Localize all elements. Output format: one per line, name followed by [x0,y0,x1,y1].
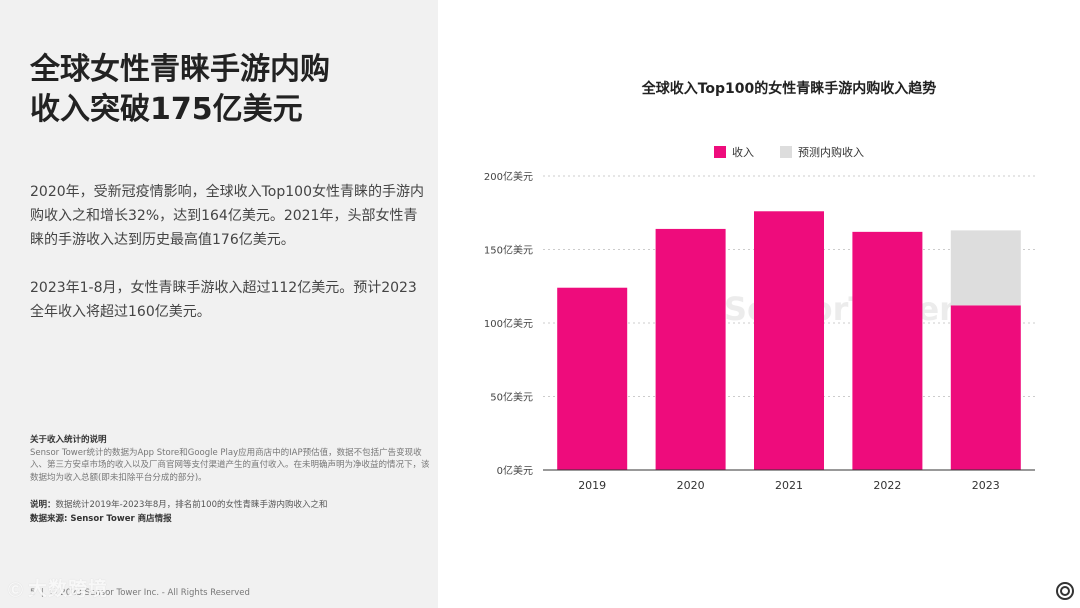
bar-2023-series-2 [950,230,1021,306]
bar-2023-series-1 [950,305,1021,470]
left-panel: 全球女性青睐手游内购 收入突破175亿美元 2020年，受新冠疫情影响，全球收入… [0,0,438,608]
page-title: 全球女性青睐手游内购 收入突破175亿美元 [30,50,330,130]
bar-2022-series-1 [852,231,923,470]
note-text: Sensor Tower统计的数据为App Store和Google Play应… [30,447,430,483]
y-tick-label-5: 200亿美元 [484,170,533,183]
legend-swatch-1 [714,146,726,158]
legend-label-2: 预测内购收入 [798,145,864,159]
watermark-logo-icon: Ⓒ [8,581,25,599]
x-axis: 2019 2020 2021 2022 2023 [543,469,1035,492]
sensor-tower-logo-icon [1056,582,1074,600]
chart-legend: 收入 预测内购收入 [714,145,864,159]
copyright: © 2023 Sensor Tower Inc. - All Rights Re… [49,588,250,598]
body-text: 2020年，受新冠疫情影响，全球收入Top100女性青睐的手游内购收入之和增长3… [30,180,425,348]
bar-2021-series-1 [754,211,824,470]
footnote-source: 数据来源: Sensor Tower 商店情报 [30,512,430,526]
page-number: 5 [30,588,36,598]
footnote-source-text: 数据来源: Sensor Tower 商店情报 [30,514,172,524]
y-tick-label-4: 150亿美元 [484,244,533,257]
x-tick-label-2023: 2023 [972,479,1000,492]
note-title: 关于收入统计的说明 [30,435,107,445]
bar-2020-series-1 [655,228,726,470]
y-axis: 0亿美元 50亿美元 100亿美元 150亿美元 200亿美元 [484,170,533,477]
revenue-chart: 全球收入Top100的女性青睐手游内购收入趋势 SensorTower 收入 预测… [484,80,1035,492]
y-tick-label-3: 100亿美元 [484,317,533,330]
x-tick-label-2019: 2019 [578,479,606,492]
footnote-description-text: 数据统计2019年-2023年8月，排名前100的女性青睐手游内购收入之和 [55,500,328,510]
chart-bars [557,211,1021,470]
y-tick-label-2: 50亿美元 [490,391,533,404]
title-line-2: 收入突破175亿美元 [30,92,303,127]
title-line-1: 全球女性青睐手游内购 [30,52,330,87]
revenue-note: 关于收入统计的说明 Sensor Tower统计的数据为App Store和Go… [30,434,430,484]
y-tick-label-1: 0亿美元 [497,464,533,477]
footnote-description-label: 说明： [30,500,56,510]
x-tick-label-2020: 2020 [677,479,705,492]
footnote-description: 说明：数据统计2019年-2023年8月，排名前100的女性青睐手游内购收入之和 [30,498,430,512]
x-tick-label-2022: 2022 [873,479,901,492]
chart-title: 全球收入Top100的女性青睐手游内购收入趋势 [641,80,937,97]
legend-label-1: 收入 [732,145,754,159]
body-paragraph-2: 2023年1-8月，女性青睐手游收入超过112亿美元。预计2023全年收入将超过… [30,280,417,320]
watermark-text: 大数跨境 [28,578,109,600]
legend-swatch-2 [780,146,792,158]
watermark: Ⓒ 大数跨境 [8,574,108,601]
bar-2019-series-1 [557,287,628,470]
footnotes: 说明：数据统计2019年-2023年8月，排名前100的女性青睐手游内购收入之和… [30,498,430,526]
body-paragraph-1: 2020年，受新冠疫情影响，全球收入Top100女性青睐的手游内购收入之和增长3… [30,184,424,248]
footer: 5 | © 2023 Sensor Tower Inc. - All Right… [30,588,250,598]
x-tick-label-2021: 2021 [775,479,803,492]
